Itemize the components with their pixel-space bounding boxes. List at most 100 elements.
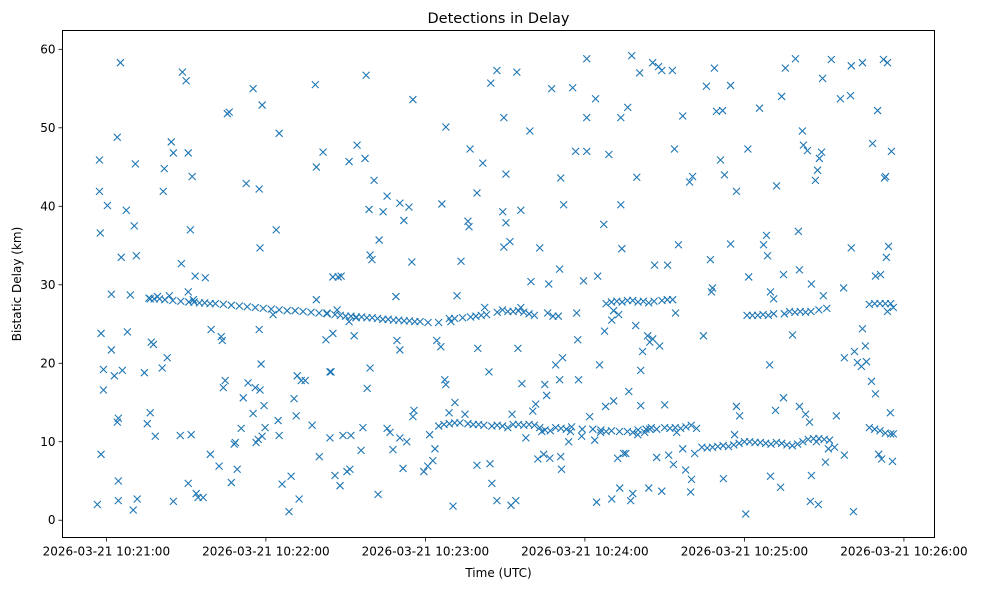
data-point: [312, 163, 321, 171]
data-point: [259, 304, 268, 313]
data-point: [648, 58, 657, 67]
data-point: [867, 377, 876, 386]
data-point: [333, 306, 342, 314]
x-tick-label: 2026-03-21 10:24:00: [521, 545, 648, 559]
data-point: [590, 436, 599, 445]
data-point: [566, 427, 575, 436]
data-point: [357, 446, 365, 455]
data-point: [409, 95, 417, 104]
data-point: [794, 227, 803, 236]
data-point: [425, 430, 434, 439]
data-point: [577, 432, 586, 441]
data-point: [639, 297, 648, 306]
data-point: [595, 360, 604, 369]
data-point: [163, 353, 172, 362]
data-point: [636, 366, 645, 375]
data-point: [291, 306, 300, 315]
data-point: [879, 55, 888, 64]
data-point: [518, 379, 526, 388]
data-point: [362, 71, 370, 80]
data-point: [114, 496, 123, 505]
x-tick-label: 2026-03-21 10:21:00: [43, 545, 170, 559]
data-point: [503, 423, 512, 432]
data-point: [726, 240, 735, 248]
data-point: [256, 386, 264, 394]
data-point: [551, 360, 560, 369]
data-point: [407, 258, 416, 266]
data-point: [160, 164, 169, 173]
data-point: [868, 139, 877, 148]
data-point: [652, 453, 661, 462]
data-point: [678, 444, 687, 453]
data-point: [219, 300, 228, 309]
data-point: [632, 173, 641, 182]
data-point: [655, 342, 664, 350]
data-point: [769, 309, 778, 318]
data-point: [602, 299, 611, 308]
data-point: [107, 290, 116, 299]
data-point: [720, 171, 729, 179]
data-point: [192, 489, 201, 498]
y-axis-label: Bistatic Delay (km): [10, 227, 24, 342]
data-point: [883, 307, 892, 316]
data-point: [874, 450, 883, 459]
data-point: [449, 502, 457, 510]
y-tick-label: 0: [48, 513, 56, 527]
data-point: [251, 383, 260, 392]
data-point: [117, 253, 126, 262]
y-axis-ticks: 0 10 20 30 40 50 60: [40, 42, 63, 527]
data-point: [473, 344, 482, 353]
data-point: [702, 82, 711, 91]
data-point: [840, 353, 849, 362]
data-point: [588, 425, 597, 434]
data-point: [393, 336, 401, 345]
data-point: [123, 327, 132, 336]
data-point: [151, 432, 160, 441]
data-point: [116, 58, 125, 67]
data-point: [97, 329, 105, 338]
data-point: [870, 425, 879, 434]
data-point: [363, 384, 372, 393]
data-point: [763, 251, 772, 260]
data-point: [815, 154, 824, 163]
data-point: [616, 113, 625, 122]
data-point: [527, 277, 535, 286]
data-point: [582, 54, 591, 63]
data-point: [556, 174, 565, 182]
data-point: [269, 310, 277, 319]
data-point: [688, 172, 697, 181]
data-point: [822, 304, 831, 313]
data-point: [436, 342, 445, 351]
data-point: [93, 500, 102, 509]
data-point: [187, 430, 196, 439]
data-point: [743, 145, 752, 153]
data-point: [167, 138, 176, 146]
data-point: [322, 335, 330, 344]
data-point: [487, 479, 496, 488]
data-point: [445, 408, 453, 417]
data-point: [512, 68, 521, 76]
data-point: [326, 433, 334, 442]
data-point: [801, 410, 810, 419]
y-tick-label: 20: [40, 356, 55, 370]
data-point: [419, 467, 428, 476]
data-point: [456, 419, 464, 427]
data-point: [545, 454, 554, 463]
data-point: [478, 159, 487, 168]
data-point: [375, 236, 384, 244]
data-point: [531, 400, 540, 408]
data-point: [821, 458, 830, 467]
data-point: [530, 311, 539, 320]
data-point: [480, 303, 489, 312]
data-point: [244, 379, 252, 387]
data-point: [555, 375, 564, 384]
data-point: [143, 419, 152, 428]
data-point: [466, 145, 474, 153]
data-point: [514, 306, 523, 315]
data-point: [243, 302, 252, 311]
data-point: [668, 295, 677, 304]
data-point: [177, 259, 186, 268]
data-point: [780, 309, 789, 318]
data-point: [482, 310, 491, 319]
data-point: [682, 422, 690, 431]
